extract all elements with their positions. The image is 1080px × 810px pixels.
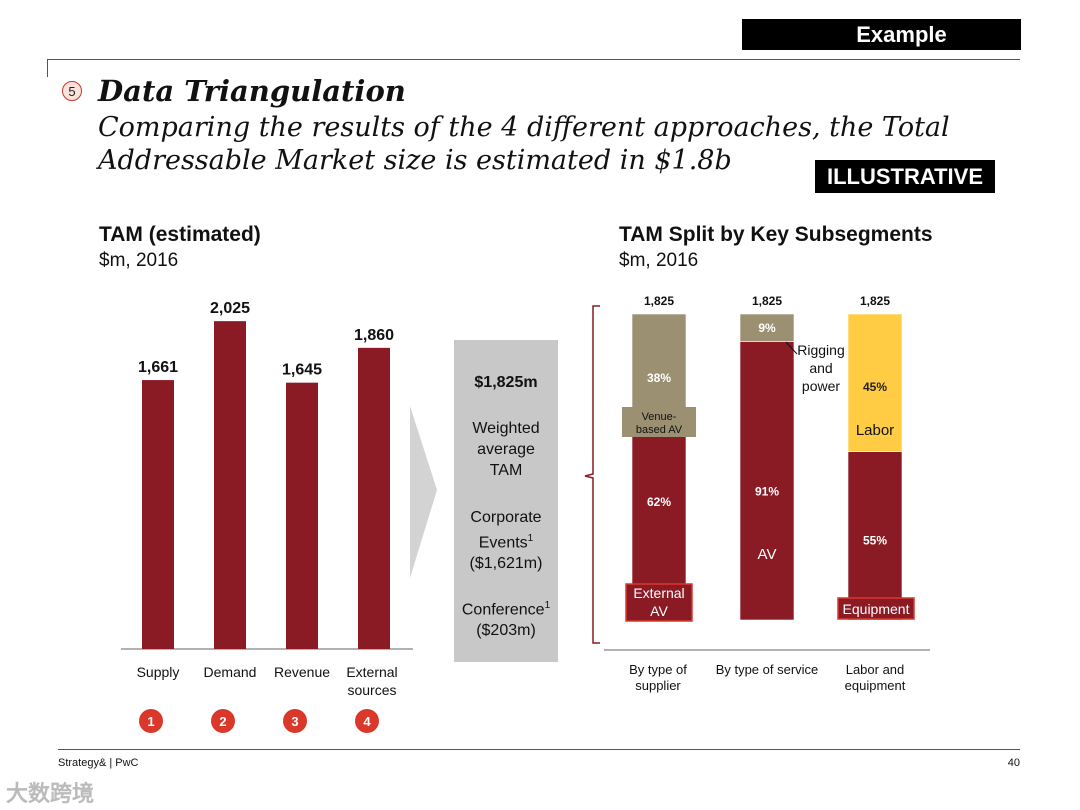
subsegment-total-1: 1,825 [644,294,674,308]
subsegment-pct-2-2: 9% [758,321,776,335]
subsegment-pct-3-2: 45% [863,380,887,394]
footer-source: Strategy& | PwC [58,757,139,769]
tam-value-label-4: 1,860 [354,327,394,344]
approach-marker-number-4: 4 [363,714,371,729]
approach-marker-2 [211,709,235,733]
corporate-events-value: ($1,621m) [469,555,543,573]
tam-bar-4 [358,347,390,649]
tam-value-label-1: 1,661 [138,359,178,376]
conference-label: Conference [461,601,545,619]
subsegment-total-3: 1,825 [860,294,890,308]
external-av-label-line2: AV [650,603,668,619]
venue-based-av-tag [622,407,696,437]
equipment-label: Equipment [843,601,910,617]
header-divider [47,59,1020,60]
tam-category-label-4: External [346,664,397,680]
right-chart-subtitle: $m, 2016 [619,250,699,271]
conference-block: Conference1 ($203m) [454,595,558,641]
approach-marker-number-3: 3 [291,714,298,729]
subsegment-category-label-2: By type of service [716,662,819,677]
left-chart-subtitle: $m, 2016 [99,250,179,271]
tam-category-label-3: Revenue [274,664,330,680]
left-chart-title: TAM (estimated) [99,223,261,246]
rigging-label-line2: and [809,360,832,376]
rigging-label-line3: power [802,378,840,394]
approach-marker-1 [139,709,163,733]
tam-bar-1 [142,380,174,649]
venue-based-av-label-line2: based AV [636,424,683,436]
external-av-tag [625,583,693,622]
tam-value-label-2: 2,025 [210,300,250,317]
tam-category-label-4-line2: sources [347,682,396,698]
equipment-tag [837,597,915,620]
rigging-leader-line [785,341,798,355]
subsegment-pct-1-1: 62% [647,495,671,509]
subsegment-category-label-1-line2: supplier [635,678,681,693]
labor-label: Labor [856,422,894,439]
conference-footnote: 1 [544,600,551,611]
approach-marker-3 [283,709,307,733]
footer-divider [58,749,1020,750]
tam-bar-3 [286,382,318,649]
subsegment-pct-2-1: 91% [755,485,779,499]
slide-subtitle: Comparing the results of the 4 different… [98,112,950,176]
weighted-tam-summary: $1,825m Weighted average TAM Corporate E… [454,340,558,662]
tam-value-label-3: 1,645 [282,362,322,379]
tam-category-label-1: Supply [137,664,180,680]
subsegment-bar-3-2 [847,313,903,452]
subsegment-pct-3-1: 55% [863,534,887,548]
subsegment-bar-3-1 [847,451,903,621]
corporate-footnote: 1 [527,533,534,544]
weighted-tam-total: $1,825m [474,374,538,391]
subsegment-category-label-3: Labor and [846,662,905,677]
step-number-badge: 5 [62,81,82,101]
approach-marker-4 [355,709,379,733]
subsegment-total-2: 1,825 [752,294,782,308]
venue-based-av-label-line1: Venue- [642,411,677,423]
subsegment-category-label-3-line2: equipment [845,678,906,693]
right-chart-title: TAM Split by Key Subsegments [619,223,933,246]
example-badge: Example [742,19,1021,50]
subsegment-bar-2-2 [739,313,795,342]
approach-marker-number-2: 2 [219,714,226,729]
rigging-label-line1: Rigging [797,342,844,358]
conference-value: ($203m) [476,622,536,640]
av-label: AV [758,546,777,563]
corporate-events-label: Corporate Events [470,509,542,552]
tam-category-label-2: Demand [204,664,257,680]
watermark-text: 大数跨境 [6,781,95,806]
header-divider-tick [47,59,48,77]
page-number: 40 [1007,757,1020,769]
subsegment-pct-1-2: 38% [647,371,671,385]
approach-marker-number-1: 1 [147,714,154,729]
subsegment-bar-2-1 [739,341,795,621]
chevron-arrow-icon [410,406,437,578]
tam-bar-2 [214,321,246,649]
slide-title: Data Triangulation [98,74,406,108]
bracket-brace [584,305,600,644]
illustrative-badge: ILLUSTRATIVE [815,160,995,193]
subsegment-category-label-1: By type of [629,662,687,677]
weighted-tam-label: Weighted average TAM [472,420,540,479]
corporate-events-block: Corporate Events1 ($1,621m) [454,507,558,574]
external-av-label-line1: External [633,585,684,601]
